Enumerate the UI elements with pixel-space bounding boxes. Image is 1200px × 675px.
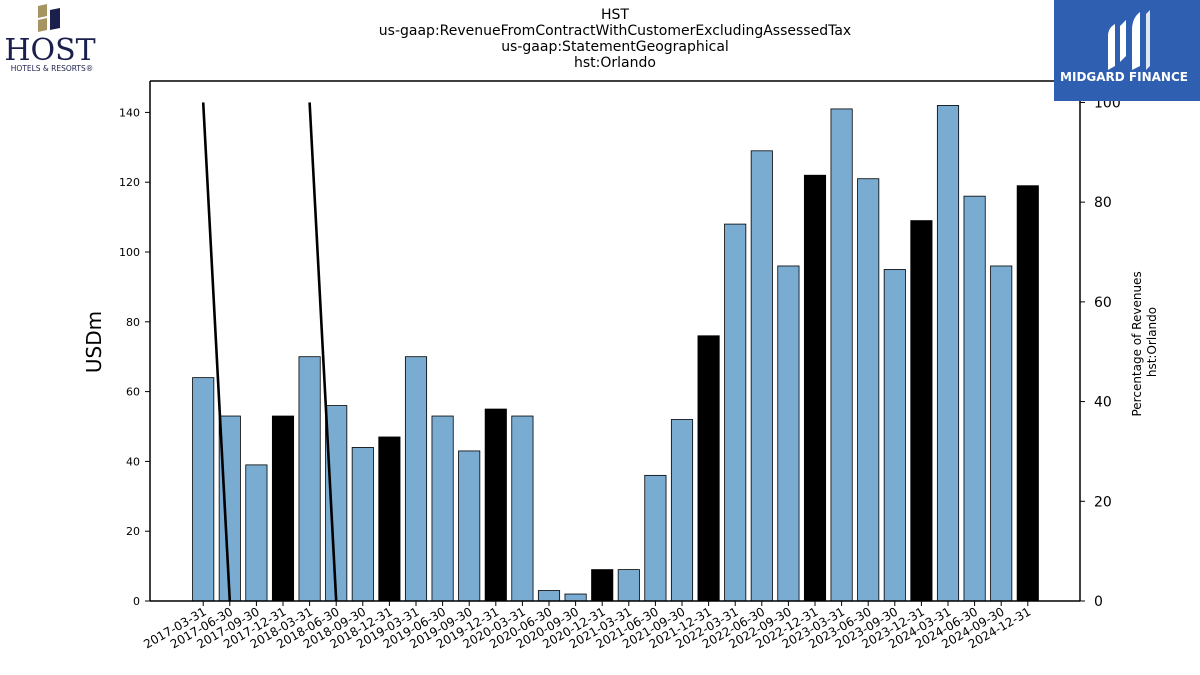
host-logo-emblem-gold-lower: [38, 18, 47, 32]
chart-title-member: hst:Orlando: [574, 55, 656, 71]
bar-2023-12-31: [910, 220, 933, 602]
midgard-logo-text: MIDGARD FINANCE: [1060, 70, 1188, 84]
bar-2020-12-31: [591, 569, 614, 602]
bar-2019-12-31: [484, 408, 507, 602]
bar-2018-03-31: [298, 356, 321, 602]
bar-2022-06-30: [750, 150, 773, 602]
host-logo-wordmark: HOST: [4, 33, 95, 68]
bar-2021-06-30: [644, 474, 667, 602]
y-axis-right-label-line2: hst:Orlando: [1145, 307, 1159, 377]
bar-2023-09-30: [883, 269, 906, 602]
midgard-logo-mark: [1108, 10, 1150, 70]
y-axis-left-ticks: 0 20 40 60 80 100 120 140: [119, 106, 150, 608]
bar-2021-09-30: [670, 419, 694, 602]
y-tick-label: 140: [119, 106, 140, 119]
bar-series: [192, 105, 1039, 602]
host-logo-emblem-navy: [50, 8, 60, 30]
bar-2017-09-30: [245, 464, 268, 602]
y-tick-label: 40: [126, 455, 140, 468]
bar-2018-12-31: [378, 436, 401, 602]
bar-2017-03-31: [192, 377, 215, 602]
bar-2024-12-31: [1016, 185, 1039, 602]
y-axis-right-label-line1: Percentage of Revenues: [1130, 271, 1144, 416]
bar-2019-09-30: [458, 450, 481, 602]
bar-2018-09-30: [351, 447, 374, 602]
bar-2021-12-31: [697, 335, 720, 602]
chart-title-metric: us-gaap:RevenueFromContractWithCustomerE…: [378, 23, 852, 39]
bar-2024-03-31: [936, 105, 960, 602]
y-right-tick-label: 40: [1094, 395, 1112, 411]
chart-title-axis: us-gaap:StatementGeographical: [501, 39, 729, 55]
host-logo-emblem-gold: [38, 4, 47, 18]
bar-2024-06-30: [963, 195, 986, 602]
bar-2019-06-30: [431, 415, 454, 602]
line-series: [201, 102, 338, 602]
y-tick-label: 100: [119, 246, 140, 259]
bar-2023-06-30: [857, 178, 880, 602]
bar-2020-09-30: [564, 593, 587, 602]
y-tick-label: 120: [119, 176, 140, 189]
percentage-line-segment: [308, 102, 338, 602]
percentage-line-segment: [201, 102, 232, 602]
bar-2023-03-31: [830, 108, 853, 602]
midgard-finance-logo: MIDGARD FINANCE: [1054, 0, 1200, 101]
y-axis-right-label: Percentage of Revenues hst:Orlando: [1130, 267, 1159, 416]
bar-2022-03-31: [724, 223, 747, 602]
bar-2018-06-30: [325, 405, 348, 602]
y-right-tick-label: 0: [1094, 594, 1103, 610]
y-tick-label: 0: [133, 595, 140, 608]
bar-2020-06-30: [537, 590, 561, 602]
bar-2019-03-31: [404, 356, 428, 602]
axes: [149, 80, 1081, 602]
bar-2022-12-31: [803, 174, 827, 602]
y-tick-label: 80: [126, 316, 140, 329]
host-hotels-logo: HOST HOTELS & RESORTS®: [4, 4, 96, 73]
bar-2017-12-31: [271, 415, 295, 602]
y-right-tick-label: 20: [1094, 494, 1112, 510]
y-right-tick-label: 80: [1094, 195, 1112, 211]
bar-2022-09-30: [777, 265, 800, 602]
chart-title-ticker: HST: [601, 7, 629, 23]
bar-2021-03-31: [617, 569, 640, 602]
x-axis-ticks: 2017-03-312017-06-302017-09-302017-12-31…: [141, 601, 1033, 651]
y-axis-label: USDm: [82, 311, 106, 373]
host-logo-subtext: HOTELS & RESORTS®: [11, 64, 94, 73]
y-tick-label: 60: [126, 386, 140, 399]
bar-2020-03-31: [511, 415, 534, 602]
y-right-tick-label: 60: [1094, 295, 1112, 311]
y-tick-label: 20: [126, 525, 140, 538]
bar-2024-09-30: [990, 265, 1013, 602]
